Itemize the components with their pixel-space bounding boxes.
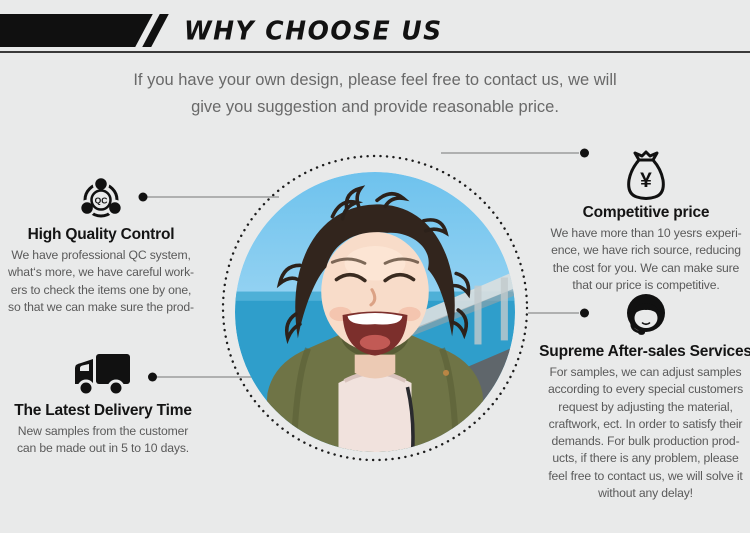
yen-symbol: ¥ (640, 169, 652, 192)
feature-body-quality: We have professional QC system, what‘s m… (8, 248, 194, 314)
child-photo-illustration (235, 172, 515, 452)
feature-body-price: We have more than 10 yesrs experi- ence,… (550, 226, 742, 292)
qc-system-icon: QC (78, 176, 124, 218)
delivery-truck-icon (75, 354, 130, 397)
center-photo-laughing-child (235, 172, 515, 452)
qc-icon-label: QC (95, 196, 108, 206)
header-black-bar (0, 14, 153, 47)
feature-title-delivery: The Latest Delivery Time (14, 402, 192, 419)
money-bag-yen-icon: ¥ (627, 150, 665, 200)
section-title: WHY CHOOSE US (184, 15, 443, 46)
feature-body-delivery: New samples from the customer can be mad… (16, 424, 190, 456)
feature-title-price: Competitive price (582, 204, 710, 221)
feature-body-aftersales: For samples, we can adjust samples accor… (547, 365, 744, 501)
feature-competitive-price: ¥ Competitive price We have more than 10… (544, 150, 748, 294)
feature-delivery-time: The Latest Delivery Time New samples fro… (2, 352, 204, 458)
feature-title-aftersales: Supreme After-sales Services (539, 343, 750, 360)
feature-quality-control: QC High Quality Control We have professi… (0, 176, 202, 316)
customer-service-headset-icon (626, 294, 665, 335)
feature-after-sales: Supreme After-sales Services For samples… (539, 293, 750, 502)
feature-title-quality: High Quality Control (27, 226, 175, 243)
intro-text: If you have your own design, please feel… (133, 71, 617, 116)
header-divider (0, 51, 750, 53)
